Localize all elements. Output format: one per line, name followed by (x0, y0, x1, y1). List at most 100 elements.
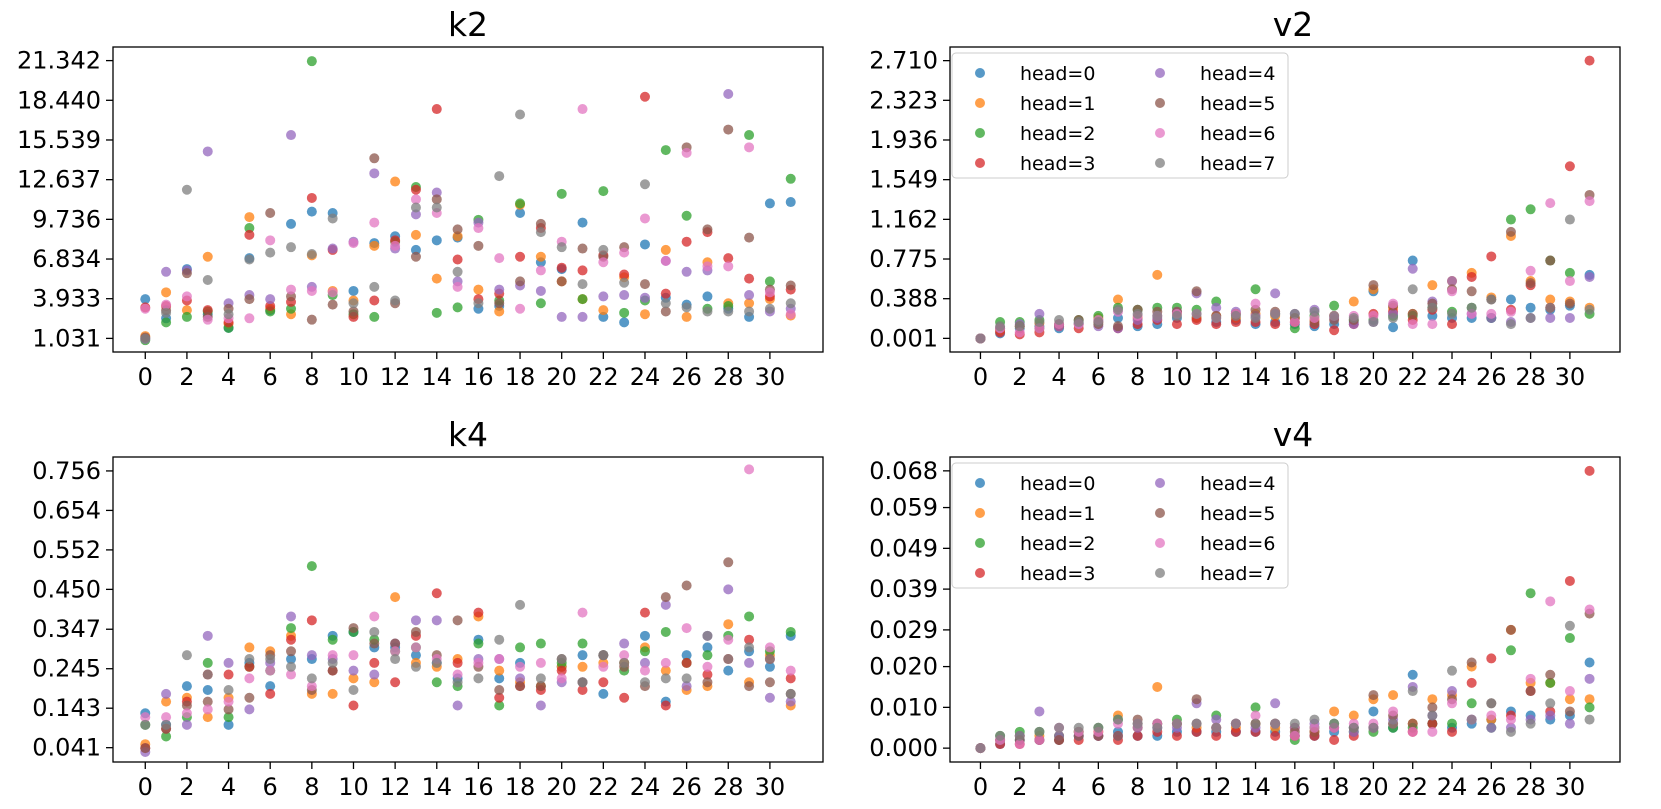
data-point (1564, 267, 1575, 278)
data-point (1447, 665, 1458, 676)
data-point (494, 700, 505, 711)
data-point (1525, 312, 1536, 323)
data-point (577, 607, 588, 618)
data-point (785, 309, 796, 320)
data-point (410, 229, 421, 240)
legend-entry: head=5 (1200, 503, 1275, 525)
legend-marker (975, 68, 985, 78)
data-point (639, 607, 650, 618)
data-point (431, 657, 442, 668)
y-tick-label: 12.637 (17, 166, 101, 194)
data-point (1564, 686, 1575, 697)
data-point (556, 276, 567, 287)
data-point (639, 279, 650, 290)
data-point (306, 56, 317, 67)
data-point (723, 634, 734, 645)
data-point (410, 202, 421, 213)
x-tick-label: 24 (630, 363, 661, 391)
data-point (1584, 271, 1595, 282)
data-point (639, 292, 650, 303)
data-point (202, 685, 213, 696)
data-point (639, 239, 650, 250)
x-tick-label: 10 (1162, 773, 1193, 801)
panel-v4: v4 0 2 4 6 8 10 12 14 16 18 20 22 24 26 28 300.0000.010… (869, 415, 1621, 801)
panel-title: v4 (1273, 415, 1314, 454)
data-point (369, 657, 380, 668)
data-point (369, 669, 380, 680)
data-point (723, 89, 734, 100)
data-point (619, 638, 630, 649)
data-point (1584, 657, 1595, 668)
y-tick-label: 1.549 (869, 166, 938, 194)
data-point (140, 719, 151, 730)
data-point (452, 302, 463, 313)
data-point (1427, 702, 1438, 713)
x-tick-label: 24 (630, 773, 661, 801)
data-point (1525, 686, 1536, 697)
x-tick-label: 14 (1240, 363, 1271, 391)
data-point (265, 235, 276, 246)
data-point (1505, 294, 1516, 305)
data-point (410, 194, 421, 205)
data-point (286, 654, 297, 665)
data-point (660, 306, 671, 317)
data-point (431, 307, 442, 318)
data-point (1564, 706, 1575, 717)
data-point (1505, 214, 1516, 225)
data-point (660, 673, 671, 684)
data-point (785, 173, 796, 184)
data-point (681, 650, 692, 661)
data-point (1486, 710, 1497, 721)
data-point (1447, 319, 1458, 330)
data-point (1368, 722, 1379, 733)
x-tick-label: 18 (1319, 363, 1350, 391)
data-point (1486, 653, 1497, 664)
data-point (1034, 726, 1045, 737)
data-point (515, 599, 526, 610)
y-tick-label: 6.834 (32, 245, 101, 273)
x-tick-label: 28 (713, 773, 744, 801)
data-point (1093, 722, 1104, 733)
data-point (1427, 280, 1438, 291)
data-point (1368, 706, 1379, 717)
data-point (619, 290, 630, 301)
data-point (764, 692, 775, 703)
data-point (473, 638, 484, 649)
data-point (1525, 673, 1536, 684)
data-point (473, 284, 484, 295)
legend-marker (975, 98, 985, 108)
data-point (286, 646, 297, 657)
data-point (1545, 710, 1556, 721)
data-point (494, 171, 505, 182)
data-point (995, 730, 1006, 741)
data-point (556, 311, 567, 322)
data-point (535, 681, 546, 692)
data-point (369, 217, 380, 228)
data-point (702, 630, 713, 641)
data-point (1564, 312, 1575, 323)
data-point (1407, 263, 1418, 274)
data-point (744, 464, 755, 475)
data-point (1584, 702, 1595, 713)
data-point (1329, 300, 1340, 311)
data-point (1132, 308, 1143, 319)
data-point (1112, 714, 1123, 725)
data-point (1152, 269, 1163, 280)
data-point (702, 642, 713, 653)
data-point (390, 638, 401, 649)
data-point (1329, 706, 1340, 717)
data-point (723, 654, 734, 665)
data-point (1270, 288, 1281, 299)
data-point (577, 638, 588, 649)
data-point (1427, 718, 1438, 729)
data-point (410, 626, 421, 637)
data-point (535, 285, 546, 296)
x-tick-label: 12 (380, 773, 411, 801)
data-point (452, 615, 463, 626)
x-tick-label: 2 (179, 363, 194, 391)
legend: head=0 head=1 head=2 head=3 head=4 head=5 head… (951, 462, 1289, 589)
data-point (975, 743, 986, 754)
data-point (244, 654, 255, 665)
data-point (1014, 321, 1025, 332)
data-point (1289, 317, 1300, 328)
